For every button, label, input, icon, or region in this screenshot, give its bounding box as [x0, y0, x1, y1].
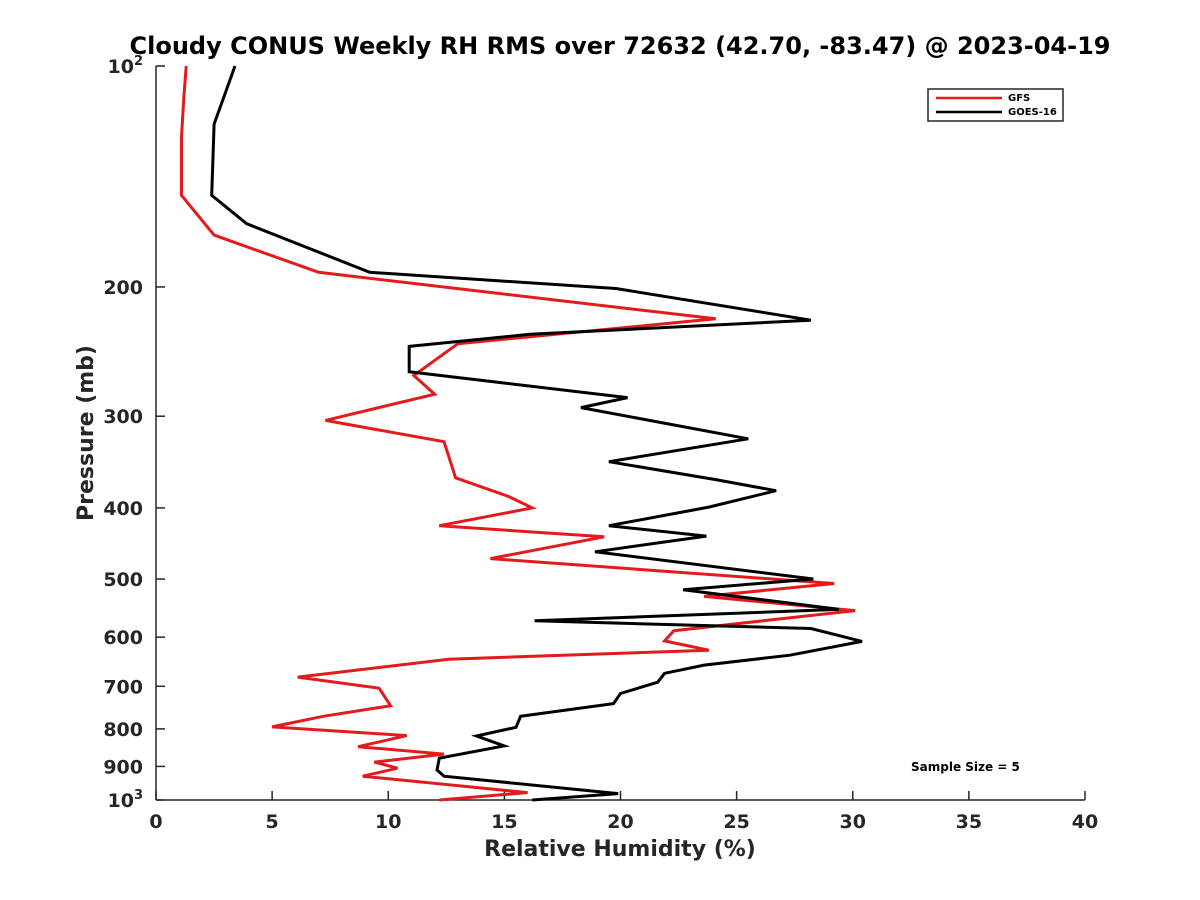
legend-label-goes16: GOES-16	[1008, 107, 1057, 118]
y-tick-label: 300	[103, 406, 143, 428]
legend: GFS GOES-16	[927, 88, 1064, 122]
y-tick-label: 900	[103, 756, 143, 778]
y-tick-label: 800	[103, 719, 143, 741]
sample-size-annotation: Sample Size = 5	[911, 760, 1020, 774]
y-tick-label: 400	[103, 498, 143, 520]
y-axis-label: Pressure (mb)	[74, 345, 99, 521]
x-tick-label: 25	[723, 811, 749, 833]
legend-label-gfs: GFS	[1008, 93, 1030, 104]
y-ticks: 102 200 300 400 500 600 700 800 900 103	[103, 54, 165, 812]
x-tick-label: 40	[1072, 811, 1098, 833]
x-tick-label: 30	[840, 811, 866, 833]
x-tick-label: 15	[491, 811, 517, 833]
plot-area: 0 5 10 15 20 25 30 35 40 102 200 300 400 500 600 700 80…	[103, 54, 1098, 833]
series-line-goes16	[210, 65, 863, 802]
x-axis-label: Relative Humidity (%)	[484, 837, 756, 862]
y-tick-label: 500	[103, 569, 143, 591]
x-tick-label: 35	[956, 811, 982, 833]
y-tick-label: 102	[108, 54, 144, 78]
x-tick-label: 0	[149, 811, 162, 833]
x-tick-label: 10	[375, 811, 401, 833]
y-tick-label: 600	[103, 627, 143, 649]
series-lines	[180, 65, 863, 802]
x-tick-label: 20	[607, 811, 633, 833]
y-tick-label: 700	[103, 676, 143, 698]
chart-title: Cloudy CONUS Weekly RH RMS over 72632 (4…	[130, 32, 1111, 60]
legend-box	[927, 88, 1064, 122]
series-line-gfs	[180, 65, 856, 802]
x-ticks: 0 5 10 15 20 25 30 35 40	[149, 791, 1098, 833]
y-tick-label: 103	[108, 788, 144, 812]
x-tick-label: 5	[266, 811, 279, 833]
y-tick-label: 200	[103, 277, 143, 299]
